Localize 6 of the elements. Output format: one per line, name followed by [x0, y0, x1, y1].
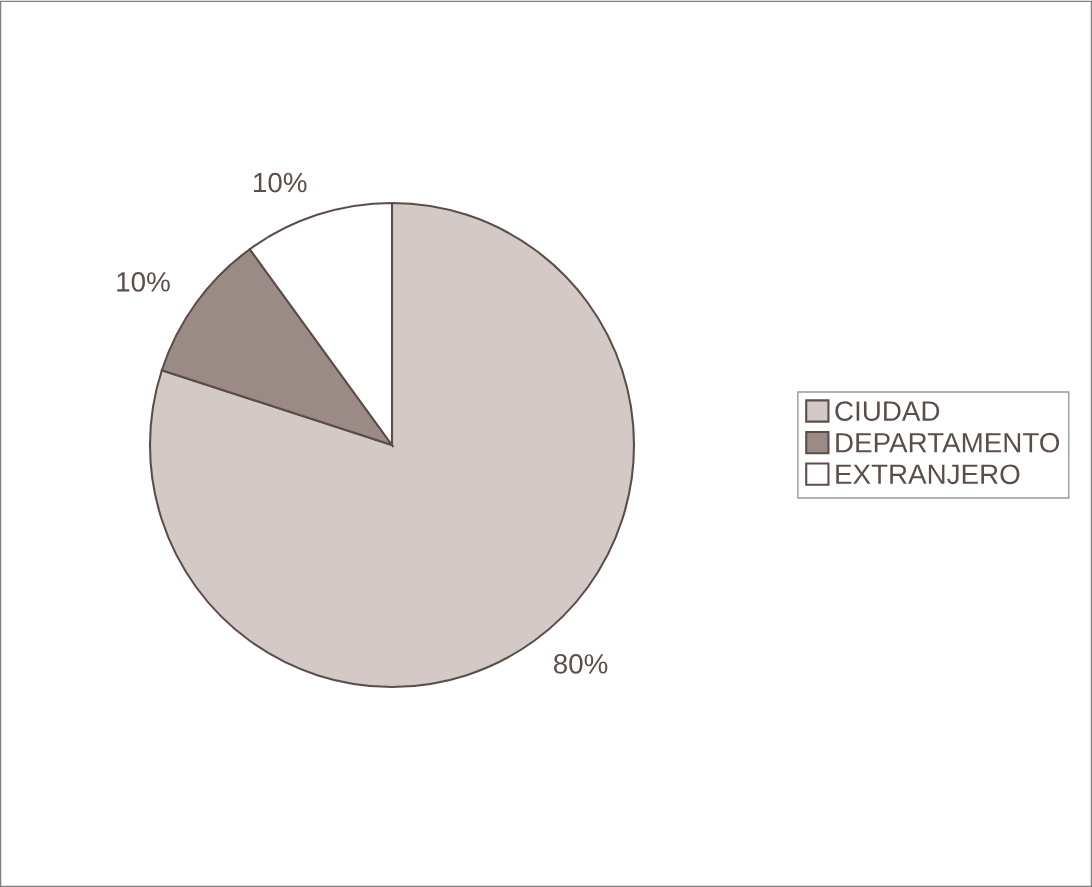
- legend-label: EXTRANJERO: [836, 464, 1020, 485]
- data-label: 10%: [117, 272, 170, 292]
- data-label: 10%: [254, 172, 307, 193]
- legend-label: DEPARTAMENTO: [836, 432, 1060, 453]
- legend-label: CIUDAD: [835, 401, 940, 421]
- data-label: 80%: [553, 654, 608, 674]
